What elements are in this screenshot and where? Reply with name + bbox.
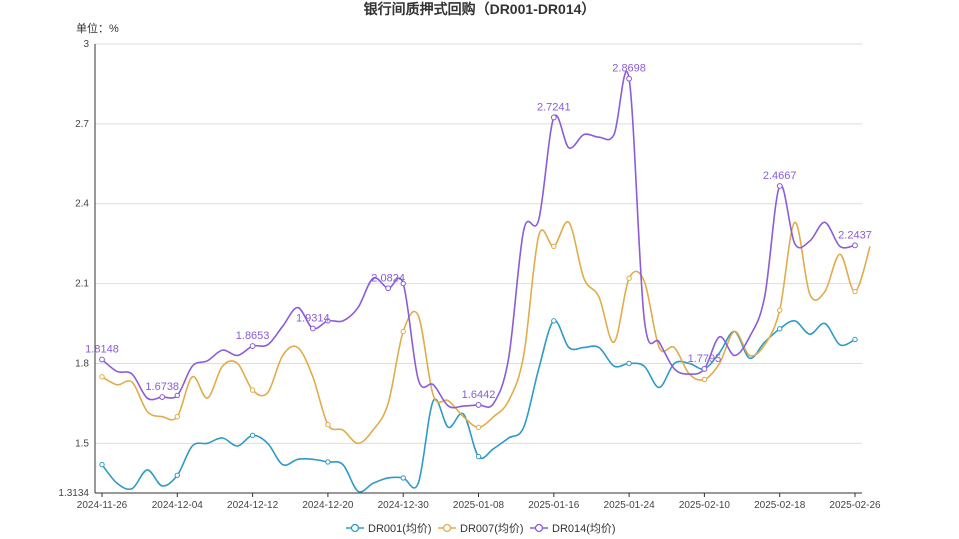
data-point [174, 414, 181, 420]
data-label: 2.8698 [612, 63, 646, 75]
data-point [852, 336, 858, 343]
data-point [852, 242, 858, 249]
data-point [249, 343, 256, 349]
y-tick-label: 2.7 [75, 119, 89, 130]
data-point [776, 183, 783, 189]
x-tick-label: 2024-12-30 [378, 500, 430, 511]
x-tick-label: 2025-02-18 [754, 500, 806, 511]
y-tick-label: 1.8 [75, 358, 89, 369]
data-point [551, 318, 557, 324]
series-lines [99, 70, 871, 493]
x-tick-label: 2024-11-26 [77, 500, 128, 511]
data-point [400, 280, 406, 287]
y-tick-label: 3 [83, 39, 89, 50]
data-point [325, 421, 331, 428]
x-tick-label: 2025-01-16 [528, 500, 580, 511]
data-point [475, 402, 482, 408]
data-point [551, 243, 557, 250]
data-point [777, 307, 783, 313]
y-tick-label: 2.1 [75, 279, 89, 290]
data-label: 1.9314 [296, 312, 330, 324]
legend-item-label: DR014(均价) [552, 522, 616, 535]
y-tick-label: 1.3134 [58, 488, 89, 499]
series-line-1 [101, 220, 871, 445]
data-point [99, 356, 105, 363]
data-point [777, 326, 783, 332]
data-point [249, 387, 256, 393]
legend-item-label: DR007(均价) [460, 522, 524, 535]
data-point [701, 366, 708, 372]
unit-label: 单位：% [76, 21, 119, 35]
data-point [701, 376, 708, 383]
data-label: 2.7241 [537, 101, 571, 113]
data-label: 1.7795 [688, 353, 722, 365]
y-tick-label: 1.5 [75, 438, 89, 449]
legend-marker [534, 523, 544, 533]
legend-marker [442, 523, 452, 533]
data-point [174, 472, 181, 478]
legend[interactable]: DR001(均价) DR007(均价) DR014(均价) [346, 522, 616, 535]
data-point [385, 285, 392, 292]
data-point [626, 360, 632, 367]
data-label: 2.0824 [371, 272, 405, 284]
legend-marker [350, 523, 360, 533]
y-tick-label: 2.4 [75, 199, 89, 210]
data-label: 1.6442 [462, 389, 496, 401]
data-label: 1.8653 [236, 330, 270, 342]
data-point [325, 318, 331, 324]
data-point [325, 459, 331, 465]
x-tick-label: 2024-12-04 [152, 500, 204, 511]
data-point [99, 461, 105, 468]
y-axis: 3 2.7 2.4 2.1 1.8 1.5 1.3134 [58, 39, 96, 499]
data-point [174, 392, 181, 399]
x-tick-label: 2025-02-26 [829, 500, 881, 511]
data-point [475, 424, 482, 431]
data-point [400, 475, 406, 481]
x-tick-label: 2025-01-24 [604, 500, 656, 511]
series-line-2 [101, 70, 856, 409]
data-point [550, 114, 557, 121]
data-label: 2.2437 [838, 229, 872, 241]
data-point [249, 432, 256, 439]
data-point [400, 328, 406, 335]
data-labels: 1.8148 1.6738 1.8653 1.9314 2.0824 1.6442 2.72… [85, 63, 872, 408]
data-point [309, 325, 316, 332]
data-label: 2.4667 [763, 170, 797, 182]
data-point [99, 374, 105, 380]
x-tick-label: 2024-12-12 [227, 500, 279, 511]
data-label: 1.6738 [145, 381, 179, 393]
legend-item-label: DR001(均价) [368, 522, 432, 535]
data-point [475, 453, 482, 460]
x-tick-label: 2025-02-10 [679, 500, 731, 511]
x-tick-label: 2024-12-20 [302, 500, 354, 511]
data-point [626, 75, 632, 82]
data-point [626, 275, 632, 281]
data-point [852, 288, 858, 295]
x-tick-label: 2025-01-08 [453, 500, 505, 511]
data-point [159, 394, 166, 400]
chart-title: 银行间质押式回购（DR001-DR014） [364, 1, 596, 17]
data-label: 1.8148 [85, 344, 119, 356]
x-axis: 2024-11-26 2024-12-04 2024-12-12 2024-12-20… [77, 492, 881, 511]
